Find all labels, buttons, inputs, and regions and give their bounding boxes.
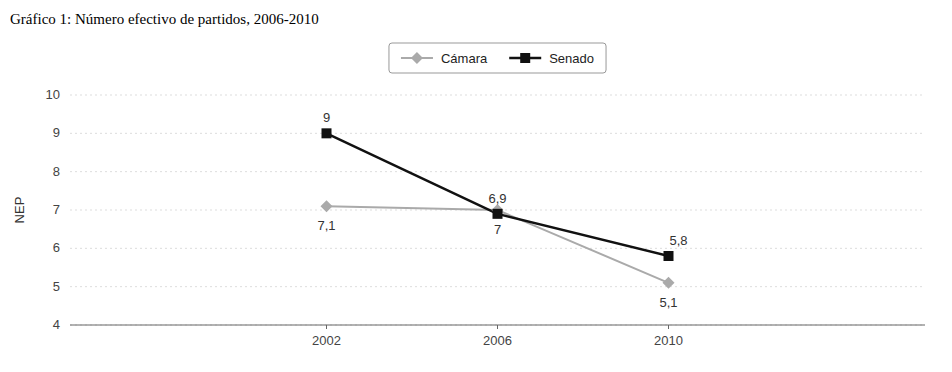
point-marker	[664, 251, 674, 261]
data-label: 7	[494, 222, 501, 237]
legend-marker	[411, 52, 423, 64]
x-tick-label: 2010	[654, 333, 683, 348]
data-label: 6,9	[488, 191, 506, 206]
point-marker	[663, 277, 675, 289]
legend-label: Cámara	[441, 51, 488, 66]
grid-line	[70, 286, 925, 287]
chart-svg: Gráfico 1: Número efectivo de partidos, …	[0, 0, 952, 372]
legend-box	[389, 43, 606, 73]
data-label: 7,1	[317, 218, 335, 233]
y-tick-label: 8	[53, 164, 60, 179]
x-tick-label: 2006	[483, 333, 512, 348]
x-tick	[668, 325, 669, 329]
grid-line	[70, 133, 925, 134]
x-tick	[497, 325, 498, 329]
chart-container: Gráfico 1: Número efectivo de partidos, …	[0, 0, 952, 372]
series-line	[327, 133, 669, 256]
y-tick-label: 4	[53, 317, 60, 332]
data-labels: 7,1 7 5,1 9 6,9 5,8	[317, 110, 687, 310]
grid-line	[70, 95, 925, 96]
data-label: 5,1	[659, 295, 677, 310]
grid-line	[70, 248, 925, 249]
y-tick-label: 5	[53, 279, 60, 294]
point-marker	[322, 128, 332, 138]
legend-label: Senado	[549, 51, 594, 66]
y-tick-label: 7	[53, 202, 60, 217]
point-marker	[321, 200, 333, 212]
legend-marker	[520, 53, 530, 63]
y-tick-label: 9	[53, 125, 60, 140]
y-grid	[70, 95, 925, 325]
y-tick-label: 10	[46, 87, 60, 102]
y-axis-label: NEP	[12, 197, 27, 224]
x-tick	[326, 325, 327, 329]
data-label: 5,8	[669, 233, 687, 248]
x-tick-label: 2002	[312, 333, 341, 348]
data-label: 9	[323, 110, 330, 125]
chart-title: Gráfico 1: Número efectivo de partidos, …	[10, 11, 319, 27]
y-tick-label: 6	[53, 240, 60, 255]
point-marker	[493, 209, 503, 219]
legend: Cámara Senado	[389, 43, 606, 73]
marks	[321, 128, 675, 289]
grid-line	[70, 171, 925, 172]
